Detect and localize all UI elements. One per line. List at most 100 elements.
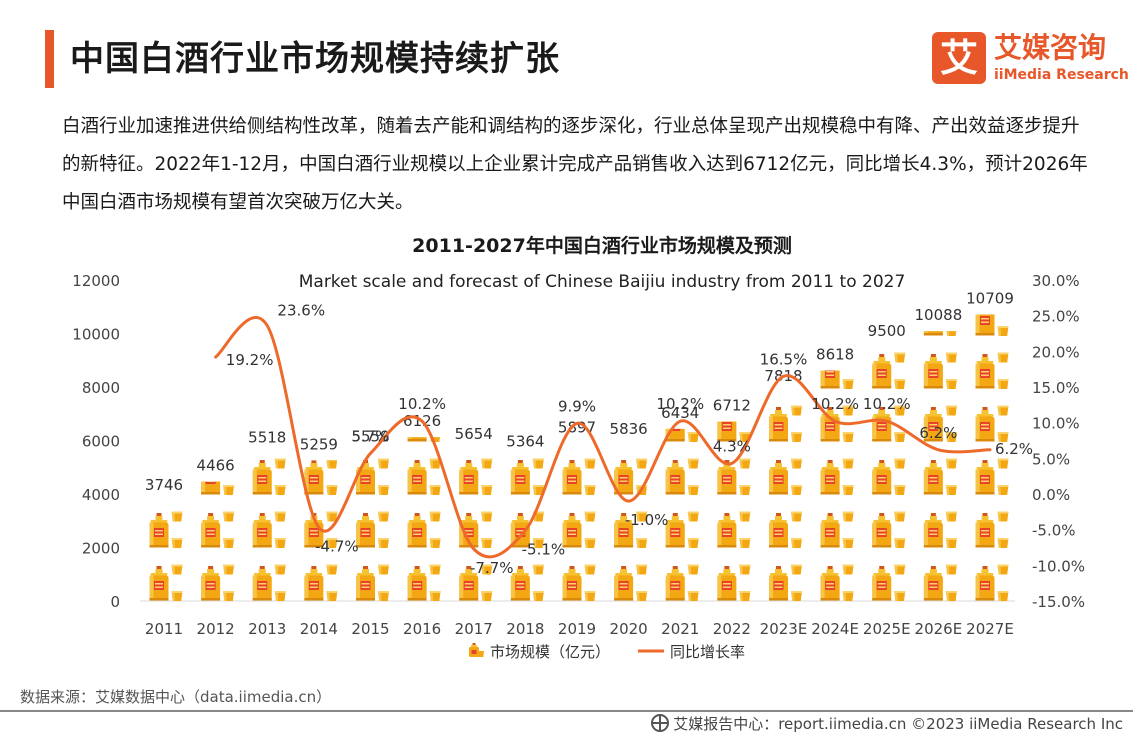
brand-logo: 艾 艾媒咨询 iiMedia Research xyxy=(932,31,1129,86)
growth-rate-labels: 19.2% 23.6% -4.7% 5.7% 10.2% -7.7% -5.1% 9.9% -1… xyxy=(226,302,1033,577)
x-tick-label: 2014 xyxy=(300,620,338,638)
y-right-tick-label: 20.0% xyxy=(1032,343,1080,361)
y-right-axis: -15.0% -10.0% -5.0% 0.0% 5.0% 10.0% 15.0% 20.0%… xyxy=(1032,272,1085,611)
growth-rate-label: 16.5% xyxy=(760,350,808,368)
chart-subtitle: Market scale and forecast of Chinese Bai… xyxy=(299,272,906,292)
bar-value-label: 5836 xyxy=(610,420,648,438)
bar-value-label: 6712 xyxy=(713,396,751,414)
growth-rate-label: 10.2% xyxy=(398,395,446,413)
x-tick-label: 2011 xyxy=(145,620,183,638)
growth-line-series xyxy=(214,316,992,559)
y-left-tick-label: 0 xyxy=(110,593,120,611)
bar xyxy=(562,458,596,601)
x-tick-label: 2022 xyxy=(713,620,751,638)
growth-rate-label: 6.2% xyxy=(995,440,1033,458)
data-source: 数据来源：艾媒数据中心（data.iimedia.cn） xyxy=(20,688,332,706)
x-tick-label: 2019 xyxy=(558,620,596,638)
bar-value-label: 5518 xyxy=(248,428,286,446)
y-left-axis: 0 2000 4000 6000 8000 10000 12000 xyxy=(72,272,120,611)
y-right-tick-label: 30.0% xyxy=(1032,272,1080,290)
globe-icon xyxy=(651,714,670,732)
bar xyxy=(769,405,802,601)
y-left-tick-label: 4000 xyxy=(82,486,120,504)
y-left-tick-label: 12000 xyxy=(72,272,120,290)
bar xyxy=(665,428,699,601)
growth-rate-label: 23.6% xyxy=(277,302,325,320)
bar xyxy=(252,458,286,601)
footer-text: 艾媒报告中心：report.iimedia.cn ©2023 iiMedia R… xyxy=(673,715,1123,733)
brand-logo-box xyxy=(932,32,986,84)
growth-line xyxy=(214,316,992,559)
y-right-tick-label: 15.0% xyxy=(1032,379,1080,397)
x-axis: 2011 2012 2013 2014 2015 2016 2017 2018 2019 2020… xyxy=(145,620,1014,638)
y-right-tick-label: -10.0% xyxy=(1032,557,1085,575)
x-tick-label: 2015 xyxy=(351,620,389,638)
growth-rate-label: -1.0% xyxy=(625,511,669,529)
bar xyxy=(717,421,751,601)
bar xyxy=(201,481,235,601)
bar-value-label: 4466 xyxy=(197,457,235,475)
bar-series xyxy=(149,314,1009,601)
footer: 艾媒报告中心：report.iimedia.cn ©2023 iiMedia R… xyxy=(651,713,1123,734)
bar xyxy=(872,352,906,601)
intro-paragraph: 白酒行业加速推进供给侧结构性改革，随着去产能和调结构的逐步深化，行业总体呈现产出… xyxy=(62,116,1088,213)
x-tick-label: 2013 xyxy=(248,620,286,638)
bar-value-label: 6434 xyxy=(661,404,699,422)
x-tick-label: 2027E xyxy=(966,620,1014,638)
bar-value-label: 5364 xyxy=(506,433,544,451)
bar-value-label: 5654 xyxy=(455,425,493,443)
growth-rate-label: 10.2% xyxy=(811,395,859,413)
legend-bar-label: 市场规模（亿元） xyxy=(490,643,610,661)
growth-rate-label: -5.1% xyxy=(522,540,566,558)
growth-rate-label: 5.7% xyxy=(351,427,389,445)
y-left-tick-label: 6000 xyxy=(82,433,120,451)
x-tick-label: 2018 xyxy=(506,620,544,638)
bar xyxy=(149,511,183,601)
x-tick-label: 2025E xyxy=(863,620,911,638)
bar-value-label: 10709 xyxy=(966,290,1014,308)
x-tick-label: 2026E xyxy=(915,620,963,638)
bar-value-label: 10088 xyxy=(915,306,963,324)
title-accent-bar xyxy=(45,30,54,88)
bar-value-label: 8618 xyxy=(816,345,854,363)
growth-rate-label: 9.9% xyxy=(558,397,596,415)
bar-value-label: 9500 xyxy=(868,322,906,340)
growth-rate-label: 6.2% xyxy=(919,424,957,442)
brand-name-cn: 艾媒咨询 xyxy=(994,31,1107,64)
bar-value-label: 3746 xyxy=(145,476,183,494)
y-right-tick-label: 10.0% xyxy=(1032,415,1080,433)
legend-bar-swatch xyxy=(469,643,484,657)
bar xyxy=(356,458,389,601)
x-tick-label: 2017 xyxy=(455,620,493,638)
y-right-tick-label: -15.0% xyxy=(1032,593,1085,611)
growth-rate-label: -7.7% xyxy=(470,559,514,577)
y-left-tick-label: 10000 xyxy=(72,326,120,344)
y-right-tick-label: -5.0% xyxy=(1032,522,1076,540)
legend: 市场规模（亿元） 同比增长率 xyxy=(469,643,745,661)
x-tick-label: 2012 xyxy=(197,620,235,638)
y-left-tick-label: 2000 xyxy=(82,540,120,558)
growth-rate-label: 10.2% xyxy=(656,395,704,413)
footer-divider xyxy=(0,710,1133,712)
growth-rate-label: 4.3% xyxy=(713,437,751,455)
bar xyxy=(407,437,441,601)
bar-value-label: 5259 xyxy=(300,435,338,453)
growth-rate-label: 10.2% xyxy=(863,395,911,413)
chart-title: 2011-2027年中国白酒行业市场规模及预测 xyxy=(412,234,792,257)
bar xyxy=(614,458,648,601)
growth-rate-label: 19.2% xyxy=(226,351,274,369)
growth-rate-label: -4.7% xyxy=(315,538,359,556)
y-right-tick-label: 0.0% xyxy=(1032,486,1070,504)
x-tick-label: 2021 xyxy=(661,620,699,638)
y-left-tick-label: 8000 xyxy=(82,379,120,397)
legend-line-label: 同比增长率 xyxy=(670,643,745,661)
x-tick-label: 2016 xyxy=(403,620,441,638)
x-tick-label: 2024E xyxy=(811,620,859,638)
x-tick-label: 2020 xyxy=(610,620,648,638)
brand-logo-glyph: 艾 xyxy=(939,36,978,80)
x-tick-label: 2023E xyxy=(760,620,808,638)
brand-name-en: iiMedia Research xyxy=(994,67,1129,83)
y-right-tick-label: 5.0% xyxy=(1032,450,1070,468)
page-title: 中国白酒行业市场规模持续扩张 xyxy=(70,39,560,79)
